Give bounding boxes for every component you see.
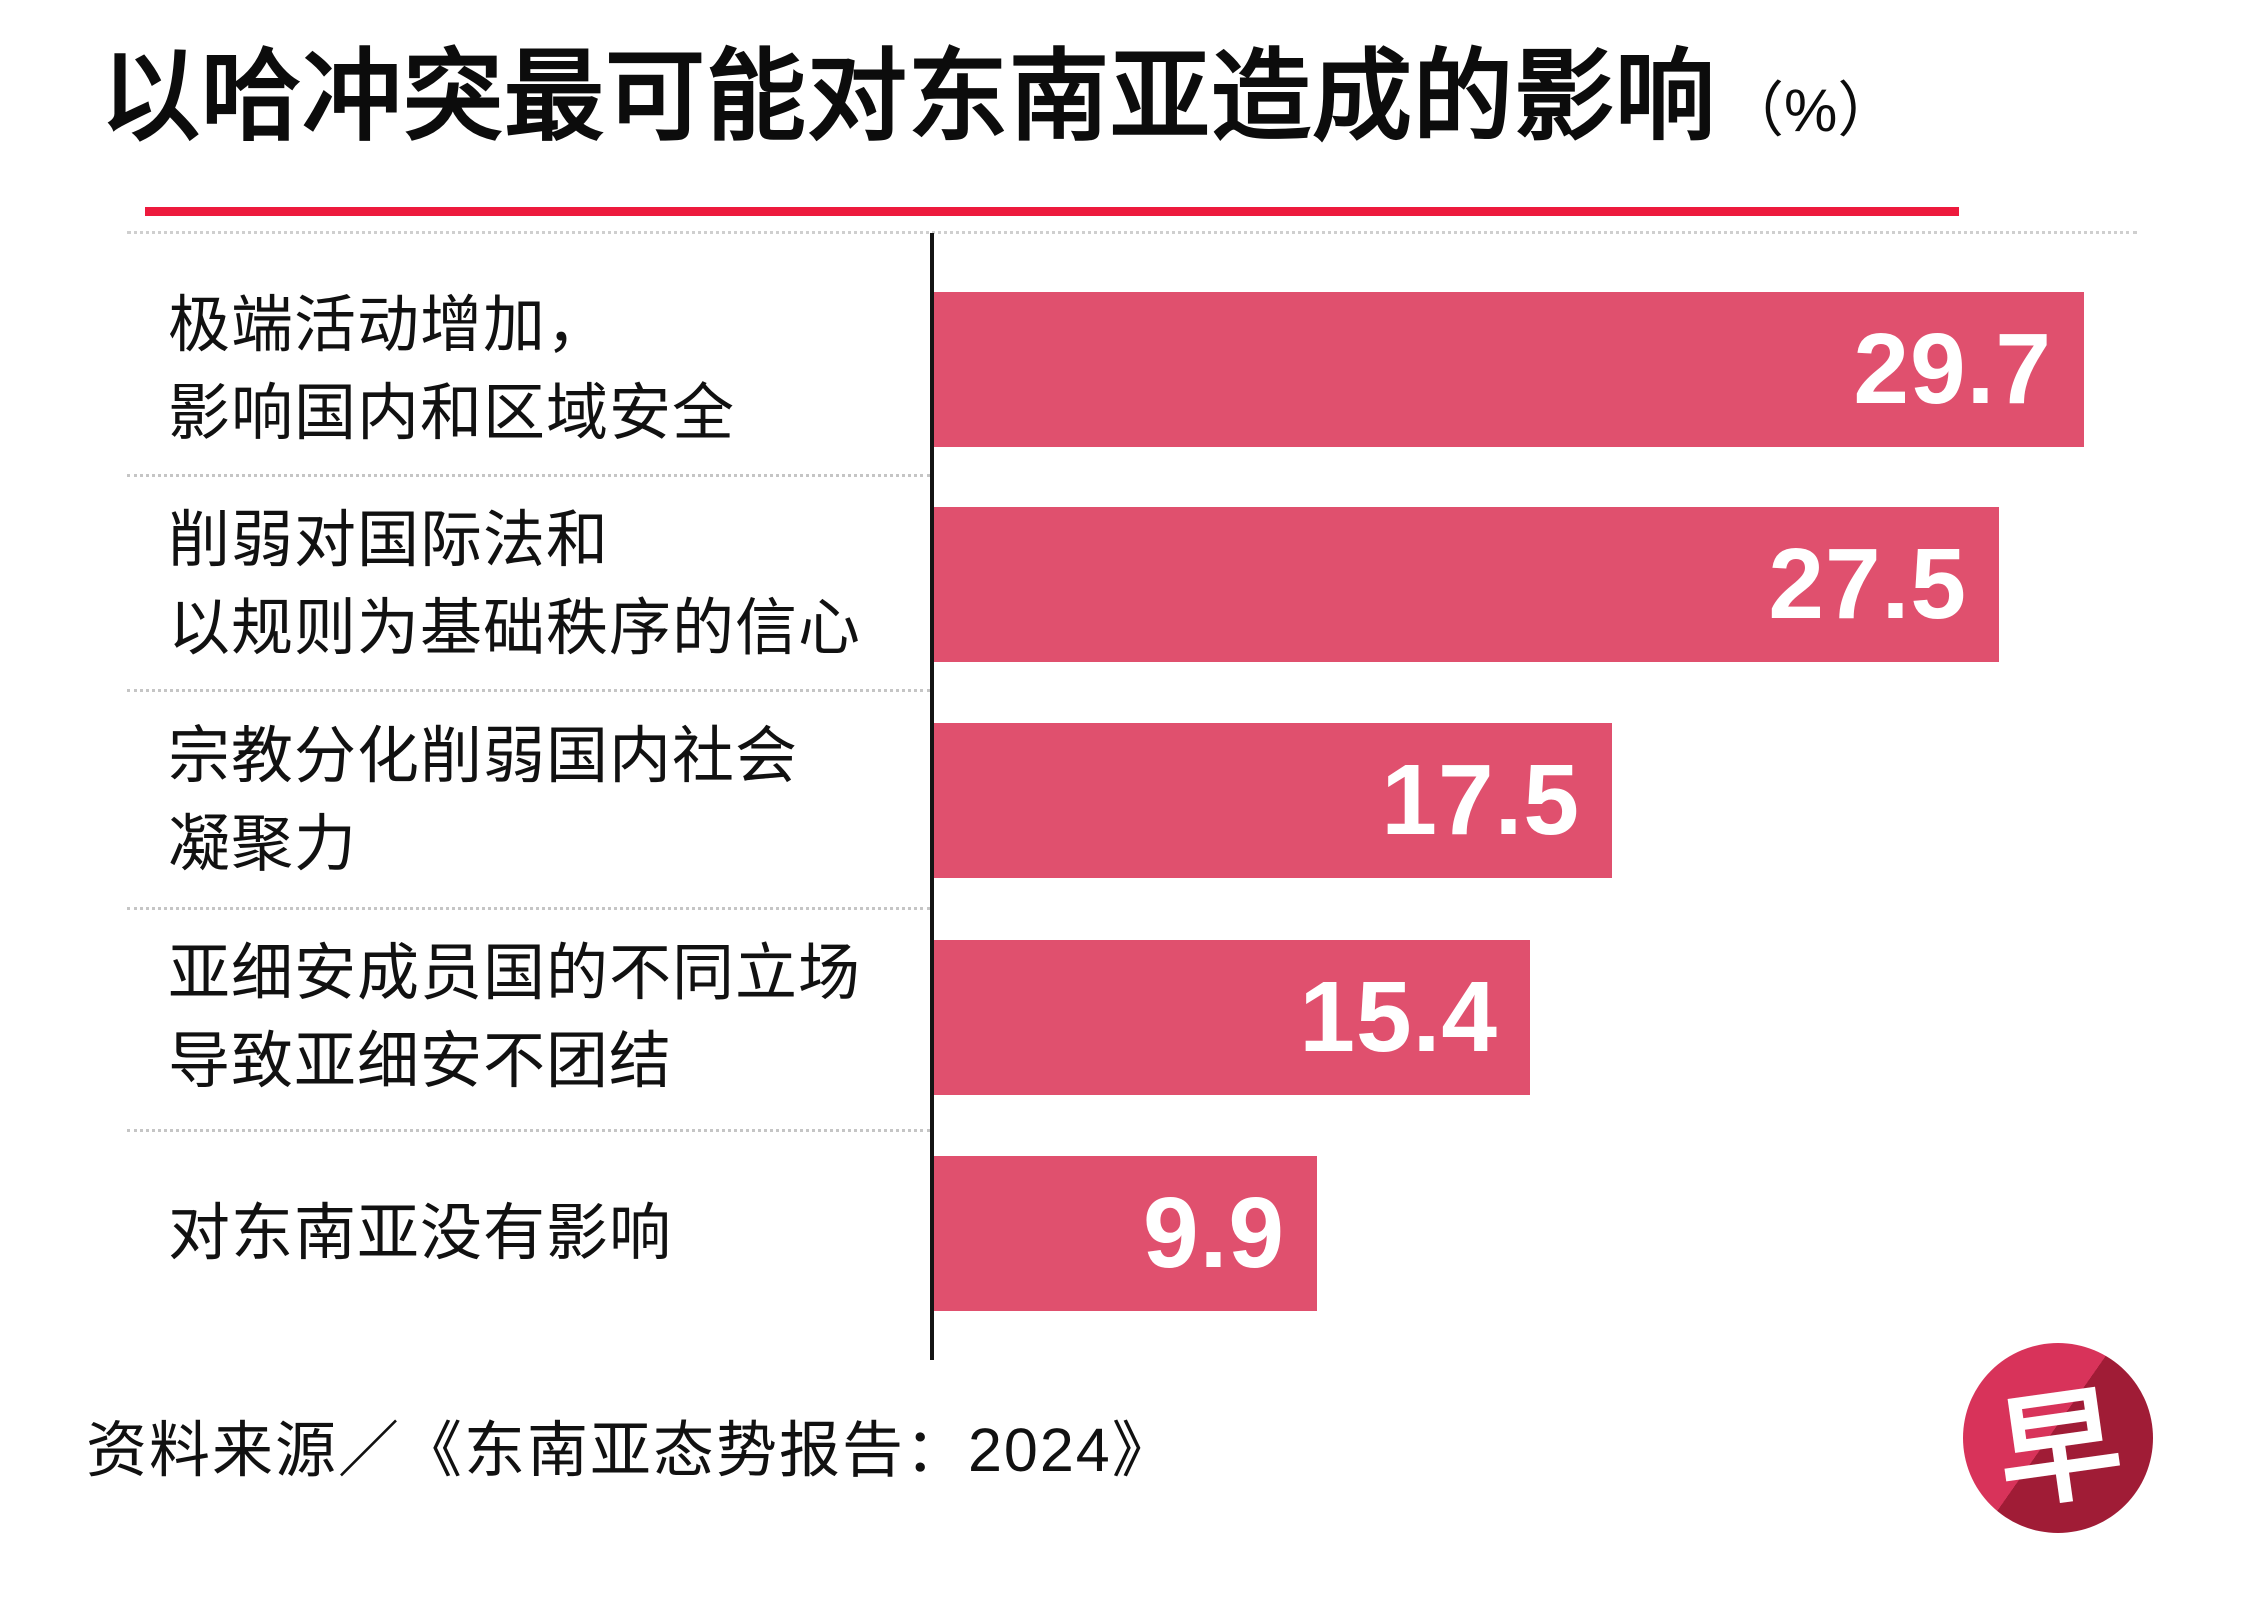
chart-title: 以哈冲突最可能对东南亚造成的影响 （%） xyxy=(100,42,1897,152)
category-label-line: 宗教分化削弱国内社会 xyxy=(168,721,799,791)
data-bar: 27.5 xyxy=(934,507,1999,662)
bar-row: 削弱对国际法和 以规则为基础秩序的信心 27.5 xyxy=(0,506,2250,663)
bar-value-label: 17.5 xyxy=(1381,744,1580,856)
bar-value-label: 27.5 xyxy=(1768,528,1967,640)
zaobao-logo: 早 xyxy=(1963,1343,2153,1533)
category-label-line: 影响国内和区域安全 xyxy=(168,378,736,448)
chart-top-border xyxy=(127,231,2137,234)
row-separator xyxy=(127,474,930,477)
source-attribution: 资料来源／《东南亚态势报告：2024》 xyxy=(86,1416,1175,1484)
data-bar: 9.9 xyxy=(934,1156,1317,1311)
bar-row: 极端活动增加， 影响国内和区域安全 29.7 xyxy=(0,291,2250,448)
bar-row: 对东南亚没有影响 9.9 xyxy=(0,1156,2250,1311)
data-bar: 15.4 xyxy=(934,940,1530,1095)
category-label-line: 导致亚细安不团结 xyxy=(168,1026,673,1096)
zaobao-logo-character: 早 xyxy=(1989,1369,2130,1528)
category-label-line: 对东南亚没有影响 xyxy=(168,1198,673,1268)
category-label-line: 削弱对国际法和 xyxy=(168,505,610,575)
row-separator xyxy=(127,689,930,692)
bar-value-label: 29.7 xyxy=(1853,313,2052,425)
bar-value-label: 15.4 xyxy=(1299,961,1498,1073)
category-axis-line xyxy=(930,233,934,1360)
category-label-line: 极端活动增加， xyxy=(168,290,610,360)
category-label-line: 亚细安成员国的不同立场 xyxy=(168,938,862,1008)
category-label-line: 凝聚力 xyxy=(168,809,358,879)
row-separator xyxy=(127,907,930,910)
bar-row: 宗教分化削弱国内社会 凝聚力 17.5 xyxy=(0,722,2250,879)
category-label-line: 以规则为基础秩序的信心 xyxy=(168,593,862,663)
category-label: 宗教分化削弱国内社会 凝聚力 xyxy=(168,722,918,879)
bar-row: 亚细安成员国的不同立场 导致亚细安不团结 15.4 xyxy=(0,939,2250,1096)
row-separator xyxy=(127,1129,930,1132)
chart-title-text: 以哈冲突最可能对东南亚造成的影响 xyxy=(100,41,1716,153)
chart-title-unit: （%） xyxy=(1724,77,1898,144)
category-label: 对东南亚没有影响 xyxy=(168,1156,918,1311)
data-bar: 17.5 xyxy=(934,723,1612,878)
category-label: 亚细安成员国的不同立场 导致亚细安不团结 xyxy=(168,939,918,1096)
bar-value-label: 9.9 xyxy=(1142,1177,1285,1289)
category-label: 极端活动增加， 影响国内和区域安全 xyxy=(168,291,918,448)
title-underline-rule xyxy=(145,207,1959,216)
data-bar: 29.7 xyxy=(934,292,2084,447)
category-label: 削弱对国际法和 以规则为基础秩序的信心 xyxy=(168,506,918,663)
